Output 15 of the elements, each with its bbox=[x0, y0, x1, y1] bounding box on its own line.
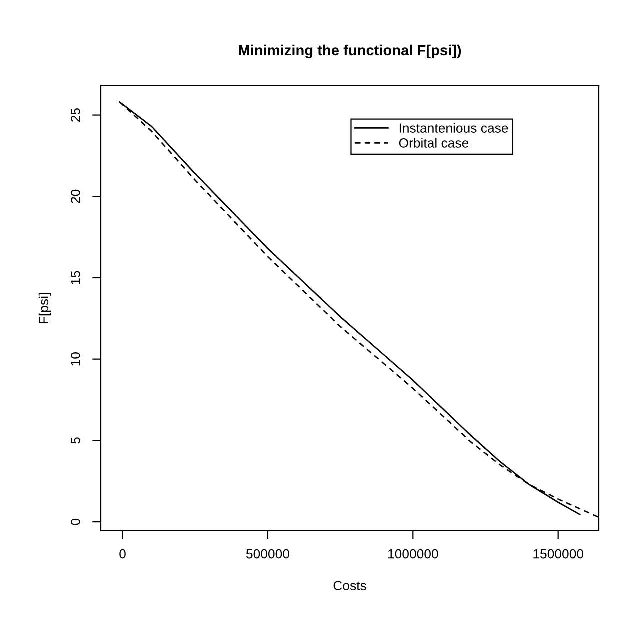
x-tick-label: 1500000 bbox=[534, 549, 584, 559]
legend-label: Orbital case bbox=[399, 138, 469, 148]
x-tick-label: 500000 bbox=[246, 549, 290, 559]
y-tick-label: 10 bbox=[70, 352, 80, 366]
x-tick-label: 0 bbox=[120, 549, 126, 559]
chart-title: Minimizing the functional F[psi]) bbox=[239, 44, 462, 59]
y-axis-title: F[psi] bbox=[38, 293, 52, 324]
legend-label: Instantenious case bbox=[400, 123, 508, 133]
y-tick-label: 20 bbox=[70, 190, 80, 204]
x-tick-label: 1000000 bbox=[388, 549, 438, 559]
y-tick-label: 5 bbox=[71, 438, 80, 444]
x-axis-title: Costs bbox=[334, 581, 366, 590]
y-tick-label: 0 bbox=[70, 518, 80, 526]
y-tick-label: 25 bbox=[70, 108, 80, 122]
y-tick-label: 15 bbox=[71, 271, 80, 284]
